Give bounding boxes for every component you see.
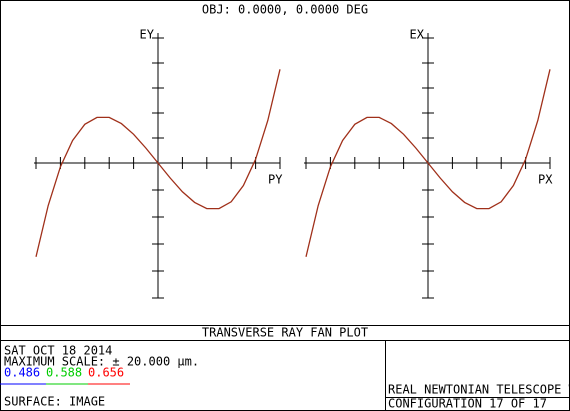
date: SAT OCT 18 2014 <box>4 344 112 358</box>
plot-header: OBJ: 0.0000, 0.0000 DEG <box>202 3 368 17</box>
wavelength-label: 0.486 <box>4 366 40 380</box>
wavelength-label: 0.588 <box>46 366 82 380</box>
fan-curve <box>35 69 281 257</box>
configuration: CONFIGURATION 17 OF 17 <box>388 397 547 411</box>
wavelength-label: 0.656 <box>88 366 124 380</box>
lens-title: REAL NEWTONIAN TELESCOPE WITH COUPLING W… <box>388 383 570 397</box>
fan-curve <box>305 69 551 257</box>
surface: SURFACE: IMAGE <box>4 395 105 409</box>
y-axis-label: EY <box>140 28 155 42</box>
scale: MAXIMUM SCALE: ± 20.000 µm. <box>4 355 199 369</box>
x-axis-label: PX <box>538 173 553 187</box>
x-axis-label: PY <box>268 173 283 187</box>
plot-name: TRANSVERSE RAY FAN PLOT <box>202 326 368 340</box>
y-axis-label: EX <box>410 28 425 42</box>
